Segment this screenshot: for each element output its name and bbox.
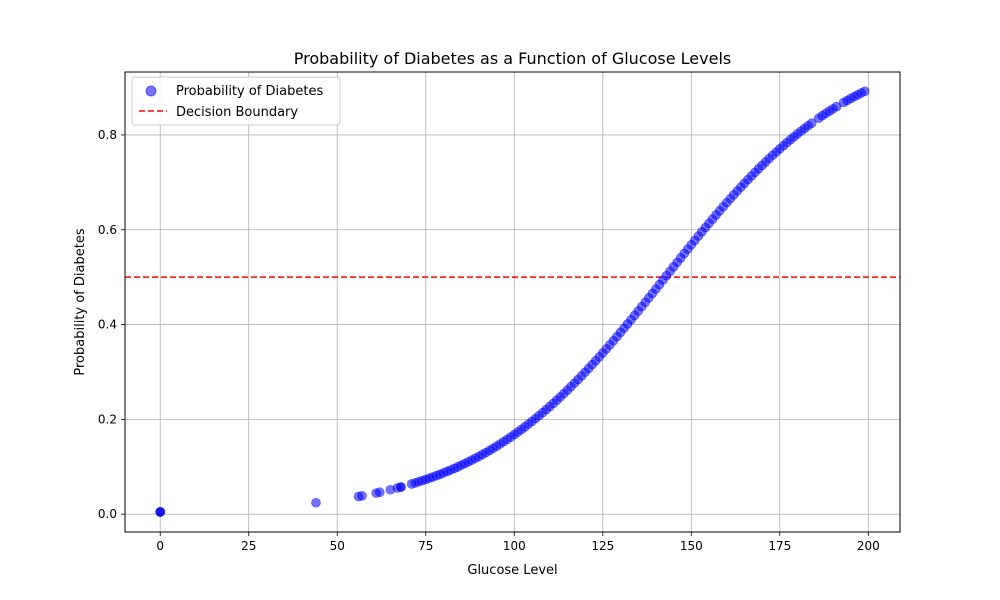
legend-entry-probability: Probability of Diabetes: [176, 84, 323, 99]
x-tick-label: 150: [680, 539, 703, 553]
legend-scatter-marker: [145, 85, 157, 97]
scatter-point: [396, 482, 406, 492]
x-axis-ticks: 0 25 50 75 100 125 150 175 200: [156, 532, 880, 553]
y-tick-label: 0.0: [98, 507, 117, 521]
scatter-point: [831, 101, 842, 112]
x-tick-label: 75: [418, 539, 433, 553]
y-tick-label: 0.4: [98, 318, 117, 332]
legend: Probability of Diabetes Decision Boundar…: [131, 76, 341, 126]
x-tick-label: 0: [156, 539, 164, 553]
y-axis-ticks: 0.0 0.2 0.4 0.6 0.8: [98, 128, 125, 521]
scatter-point: [357, 491, 367, 501]
scatter-point: [859, 86, 870, 97]
legend-entry-decision-boundary: Decision Boundary: [176, 105, 298, 120]
y-tick-label: 0.8: [98, 128, 117, 142]
y-tick-label: 0.6: [98, 223, 117, 237]
x-axis-label: Glucose Level: [467, 563, 557, 578]
scatter-point: [311, 497, 321, 508]
scatter-points: [155, 86, 870, 517]
scatter-point: [806, 118, 817, 128]
x-tick-label: 200: [857, 539, 880, 553]
y-axis-label: Probability of Diabetes: [73, 228, 88, 375]
x-tick-label: 175: [768, 539, 791, 553]
chart-title: Probability of Diabetes as a Function of…: [294, 49, 731, 68]
x-tick-label: 50: [330, 539, 345, 553]
scatter-point: [374, 487, 385, 498]
x-tick-label: 125: [591, 539, 614, 553]
x-tick-label: 100: [503, 539, 526, 553]
y-tick-label: 0.2: [98, 412, 117, 426]
scatter-point: [155, 507, 166, 517]
plot-frame: [124, 71, 901, 533]
legend-box: [131, 76, 341, 126]
x-tick-label: 25: [241, 539, 256, 553]
